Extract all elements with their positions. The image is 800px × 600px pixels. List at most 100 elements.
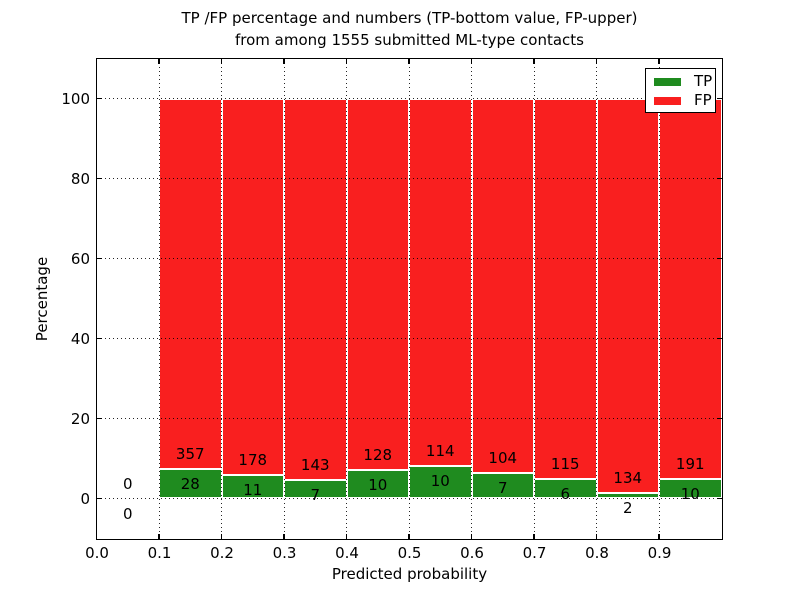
x-tick-mark-top xyxy=(470,58,473,64)
gridline-vertical xyxy=(596,58,597,539)
x-tick-mark xyxy=(220,533,223,539)
bar-fp-segment xyxy=(534,98,597,479)
x-tick-mark-top xyxy=(283,58,285,64)
tp-count-label: 7 xyxy=(497,479,508,498)
y-tick-mark-right xyxy=(716,417,722,420)
x-tick-mark-top xyxy=(533,58,535,64)
chart-title-line2: from among 1555 submitted ML-type contac… xyxy=(235,31,584,49)
x-tick-mark xyxy=(345,533,348,539)
fp-count-label: 357 xyxy=(175,445,205,464)
chart-title: TP /FP percentage and numbers (TP-bottom… xyxy=(97,7,722,51)
tp-count-label: 10 xyxy=(368,475,388,494)
x-tick-mark xyxy=(283,533,285,539)
fp-count-label: 191 xyxy=(675,454,705,473)
legend-label-fp: FP xyxy=(694,91,712,109)
legend: TP FP xyxy=(645,68,716,113)
legend-row: TP xyxy=(646,72,715,91)
fp-count-label: 178 xyxy=(238,451,268,470)
x-tick-mark-top xyxy=(595,58,598,64)
gridline-horizontal xyxy=(96,98,722,99)
x-tick-mark xyxy=(658,533,660,539)
x-tick-mark xyxy=(533,533,535,539)
tp-count-label: 0 xyxy=(122,504,133,523)
y-tick-label: 40 xyxy=(70,330,90,348)
x-tick-label: 0.3 xyxy=(272,544,297,562)
legend-row: FP xyxy=(646,91,715,110)
fp-count-label: 114 xyxy=(425,442,455,461)
legend-label-tp: TP xyxy=(694,72,713,90)
y-tick-mark xyxy=(96,97,102,100)
gridline-vertical xyxy=(408,58,410,539)
y-tick-label: 80 xyxy=(70,170,90,188)
y-tick-mark xyxy=(96,417,102,420)
bar-fp-segment xyxy=(409,98,472,467)
tp-count-label: 11 xyxy=(243,481,263,500)
x-tick-label: 0.2 xyxy=(210,544,234,562)
tp-count-label: 6 xyxy=(560,484,571,503)
gridline-vertical xyxy=(533,58,535,539)
fp-count-label: 128 xyxy=(363,445,393,464)
x-tick-mark xyxy=(470,533,473,539)
x-tick-label: 0.5 xyxy=(397,544,422,562)
gridline-vertical xyxy=(158,58,160,539)
gridline-vertical xyxy=(283,58,285,539)
gridline-horizontal xyxy=(96,338,722,339)
gridline-horizontal xyxy=(96,498,722,499)
x-tick-mark-top xyxy=(220,58,223,64)
tp-count-label: 10 xyxy=(430,472,450,491)
x-axis-label: Predicted probability xyxy=(331,565,488,583)
y-tick-mark xyxy=(96,257,102,260)
fp-count-label: 134 xyxy=(613,468,643,487)
x-tick-label: 0.0 xyxy=(85,544,109,562)
bar-fp-segment xyxy=(471,98,534,474)
plot-area: 0 0 357 28 178 11 143 7 128 10 114 10 104 7 115 6 134 2 19… xyxy=(95,57,723,540)
fp-count-label: 104 xyxy=(488,449,518,468)
legend-swatch-fp xyxy=(654,96,681,105)
tp-count-label: 2 xyxy=(622,498,633,517)
gridline-horizontal xyxy=(96,418,722,419)
x-tick-mark-top xyxy=(95,58,98,64)
y-tick-mark xyxy=(96,337,102,340)
fp-count-label: 115 xyxy=(550,454,580,473)
y-tick-mark xyxy=(96,177,102,180)
x-tick-mark-top xyxy=(158,58,160,64)
gridline-vertical xyxy=(658,58,660,539)
fp-count-label: 143 xyxy=(300,455,330,474)
bar-fp-segment xyxy=(221,98,284,476)
y-tick-mark-right xyxy=(716,337,722,340)
gridline-horizontal xyxy=(96,178,722,179)
bar-fp-segment xyxy=(284,98,347,480)
x-tick-label: 0.4 xyxy=(335,544,359,562)
x-tick-mark xyxy=(158,533,160,539)
legend-swatch-tp xyxy=(654,77,681,86)
y-tick-mark-right xyxy=(716,257,722,260)
x-tick-label: 0.7 xyxy=(522,544,547,562)
y-tick-label: 0 xyxy=(80,490,90,508)
gridline-vertical xyxy=(346,58,347,539)
x-tick-mark-top xyxy=(408,58,410,64)
tp-count-label: 10 xyxy=(680,484,700,503)
tp-count-label: 7 xyxy=(310,485,321,504)
bar-fp-segment xyxy=(659,98,722,479)
y-tick-mark-right xyxy=(716,97,722,100)
gridline-vertical xyxy=(221,58,222,539)
x-tick-mark xyxy=(408,533,410,539)
x-tick-label: 0.6 xyxy=(460,544,484,562)
bar-tp-segment xyxy=(159,469,222,499)
gridline-vertical xyxy=(471,58,472,539)
x-tick-label: 0.9 xyxy=(647,544,672,562)
bar-fp-segment xyxy=(159,98,222,470)
bar-tp-segment xyxy=(471,473,534,499)
x-tick-label: 0.1 xyxy=(147,544,172,562)
y-tick-mark-right xyxy=(716,497,722,500)
y-tick-label: 20 xyxy=(70,410,90,428)
tp-count-label: 28 xyxy=(180,475,200,494)
y-tick-label: 60 xyxy=(70,250,90,268)
chart-title-line1: TP /FP percentage and numbers (TP-bottom… xyxy=(181,9,638,27)
bar-fp-segment xyxy=(596,98,659,493)
x-tick-mark xyxy=(595,533,598,539)
x-tick-label: 0.8 xyxy=(585,544,609,562)
gridline-horizontal xyxy=(96,258,722,259)
y-tick-mark-right xyxy=(716,177,722,180)
